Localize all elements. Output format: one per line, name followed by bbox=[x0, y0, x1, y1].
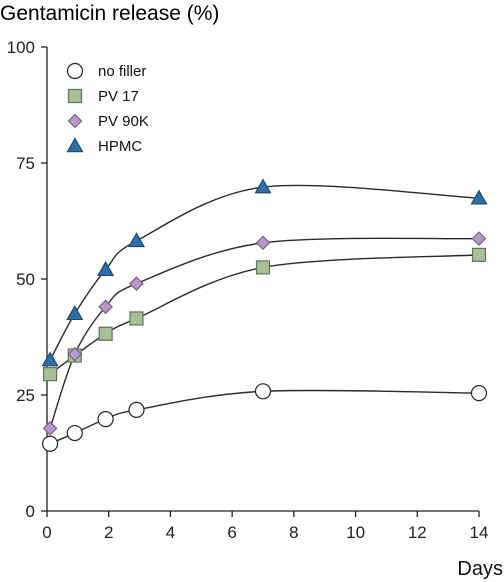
series-lines bbox=[49, 184, 480, 445]
x-tick-label: 2 bbox=[104, 523, 113, 542]
x-tick-label: 12 bbox=[408, 523, 427, 542]
data-point-pv-90k bbox=[67, 346, 83, 362]
data-point-hpmc bbox=[470, 189, 488, 205]
data-point-hpmc bbox=[66, 305, 84, 321]
data-point-hpmc bbox=[97, 261, 115, 276]
data-point-no-filler bbox=[128, 401, 145, 418]
y-tick-label: 50 bbox=[16, 270, 35, 289]
legend-label-pv-17: PV 17 bbox=[98, 88, 139, 105]
x-tick-label: 14 bbox=[470, 523, 489, 542]
data-point-no-filler bbox=[470, 385, 488, 402]
data-point-pv-17 bbox=[129, 311, 144, 326]
legend-marker-hpmc bbox=[66, 137, 84, 153]
data-point-hpmc bbox=[41, 351, 59, 367]
series-markers bbox=[41, 178, 488, 452]
data-point-pv-90k bbox=[129, 276, 144, 291]
data-point-no-filler bbox=[66, 424, 83, 442]
y-tick-label: 75 bbox=[16, 154, 35, 173]
y-tick-label: 25 bbox=[16, 386, 35, 405]
data-point-pv-90k bbox=[42, 421, 58, 436]
x-axis-label: Days bbox=[457, 558, 503, 580]
x-tick-label: 8 bbox=[289, 523, 298, 542]
data-point-no-filler bbox=[41, 435, 59, 452]
data-point-hpmc bbox=[127, 232, 146, 248]
legend-marker-pv-17 bbox=[67, 88, 83, 104]
x-tick-label: 0 bbox=[42, 523, 51, 542]
legend: no filler PV 17 PV 90K HPMC bbox=[66, 62, 149, 155]
chart-title: Gentamicin release (%) bbox=[0, 2, 219, 25]
y-tick-label: 100 bbox=[7, 38, 35, 57]
x-tick-label: 6 bbox=[227, 523, 236, 542]
data-point-pv-17 bbox=[42, 367, 58, 382]
y-ticks: 0 25 50 75 100 bbox=[7, 38, 47, 521]
data-point-pv-17 bbox=[98, 326, 113, 341]
data-point-pv-90k bbox=[255, 235, 271, 251]
legend-label-pv-90k: PV 90K bbox=[98, 113, 149, 130]
data-point-hpmc bbox=[254, 178, 272, 194]
legend-label-no-filler: no filler bbox=[98, 63, 146, 80]
legend-marker-pv-90k bbox=[67, 113, 83, 129]
data-point-no-filler bbox=[97, 411, 114, 428]
data-point-no-filler bbox=[254, 383, 272, 400]
data-point-pv-90k bbox=[471, 231, 487, 246]
x-tick-label: 4 bbox=[166, 523, 175, 542]
legend-marker-no-filler bbox=[66, 62, 84, 80]
x-tick-label: 10 bbox=[346, 523, 365, 542]
data-point-pv-17 bbox=[255, 260, 271, 275]
x-ticks: 0 2 4 6 8 10 12 14 bbox=[42, 511, 488, 542]
y-tick-label: 0 bbox=[26, 502, 35, 521]
legend-label-hpmc: HPMC bbox=[98, 138, 142, 155]
data-point-pv-90k bbox=[98, 299, 113, 315]
data-point-pv-17 bbox=[471, 247, 487, 262]
